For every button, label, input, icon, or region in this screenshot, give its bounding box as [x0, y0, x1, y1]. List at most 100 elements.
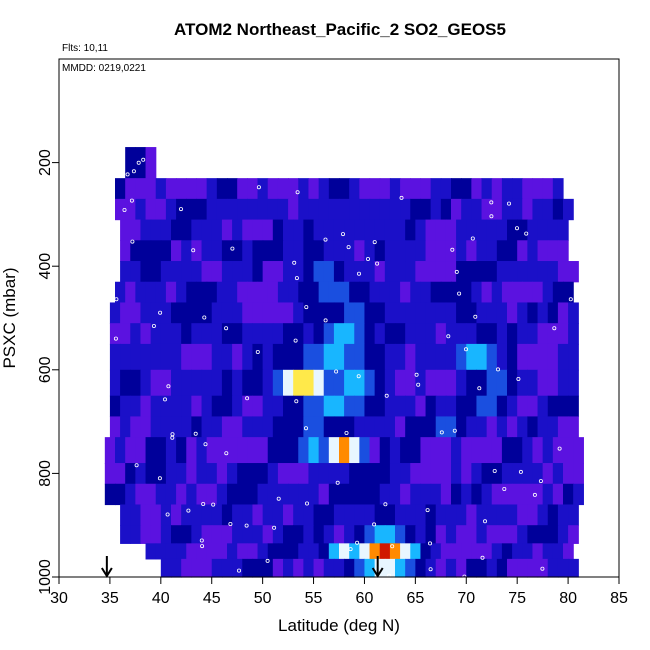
heatmap-cell	[374, 302, 386, 324]
heatmap-cell	[527, 525, 539, 544]
heatmap-cell	[242, 219, 254, 241]
heatmap-cell	[262, 395, 274, 418]
heatmap-cell	[379, 543, 391, 560]
heatmap-cell	[283, 323, 294, 345]
flight-track-marker	[141, 157, 146, 162]
heatmap-cell	[491, 463, 503, 485]
heatmap-cell	[277, 463, 289, 485]
heatmap-cell	[283, 558, 294, 578]
heatmap-cell	[496, 343, 508, 371]
heatmap-cell	[522, 281, 534, 304]
heatmap-cell	[532, 281, 544, 304]
heatmap-cell	[557, 369, 569, 397]
heatmap-cell	[527, 261, 539, 283]
heatmap-cell	[532, 178, 544, 200]
heatmap-cell	[547, 219, 559, 241]
heatmap-cell	[191, 261, 203, 283]
heatmap-cell	[349, 281, 360, 304]
heatmap-cell	[191, 369, 203, 397]
heatmap-cell	[451, 198, 462, 221]
heatmap-cell	[379, 483, 391, 506]
heatmap-cell	[359, 437, 371, 464]
heatmap-cell	[303, 416, 315, 438]
heatmap-cell	[257, 178, 269, 200]
heatmap-cell	[109, 323, 121, 345]
flight-track-marker	[122, 207, 127, 212]
heatmap-cell	[405, 416, 416, 438]
heatmap-cell	[288, 463, 299, 485]
heatmap-cell	[155, 281, 167, 304]
heatmap-cell	[125, 198, 136, 221]
heatmap-cell	[171, 395, 182, 418]
heatmap-cell	[130, 525, 142, 544]
flight-track-marker	[199, 538, 204, 543]
heatmap-cell	[420, 483, 432, 506]
heatmap-cell	[491, 178, 503, 200]
heatmap-cell	[135, 483, 147, 506]
heatmap-cell	[527, 343, 539, 371]
heatmap-cell	[130, 416, 142, 438]
heatmap-cell	[339, 281, 350, 304]
heatmap-cell	[150, 343, 162, 371]
heatmap-cell	[563, 198, 574, 221]
heatmap-cell	[456, 369, 467, 397]
heatmap-cell	[466, 369, 478, 397]
heatmap-cell	[557, 261, 569, 283]
heatmap-cell	[186, 543, 198, 560]
heatmap-cell	[501, 178, 513, 200]
y-tick-label: 200	[37, 149, 54, 176]
heatmap-cell	[389, 437, 401, 464]
heatmap-cell	[313, 395, 325, 418]
heatmap-cell	[415, 395, 427, 418]
flight-track-marker	[256, 185, 261, 190]
heatmap-cell	[354, 343, 366, 371]
heatmap-cell	[400, 281, 411, 304]
heatmap-cell	[517, 343, 528, 371]
heatmap-cell	[405, 219, 416, 241]
heatmap-cell	[181, 525, 192, 544]
heatmap-cell	[573, 437, 584, 464]
heatmap-cell	[232, 343, 243, 371]
heatmap-cell	[486, 525, 498, 544]
heatmap-cell	[176, 178, 187, 200]
heatmap-cell	[303, 504, 315, 526]
heatmap-cell	[512, 463, 523, 485]
heatmap-cell	[298, 543, 310, 560]
heatmap-cell	[252, 219, 264, 241]
heatmap-cell	[410, 463, 422, 485]
heatmap-cell	[486, 219, 498, 241]
heatmap-cell	[328, 178, 340, 200]
heatmap-cell	[125, 178, 136, 200]
heatmap-cell	[293, 261, 304, 283]
heatmap-cell	[359, 543, 371, 560]
heatmap-cell	[451, 543, 462, 560]
heatmap-cell	[435, 525, 447, 544]
heatmap-cell	[517, 302, 528, 324]
heatmap-cell	[237, 198, 248, 221]
heatmap-cell	[527, 302, 539, 324]
heatmap-cell	[125, 281, 136, 304]
heatmap-cell	[456, 323, 467, 345]
heatmap-cell	[272, 343, 284, 371]
heatmap-cell	[471, 178, 483, 200]
heatmap-cell	[272, 240, 284, 262]
heatmap-cell	[257, 281, 269, 304]
heatmap-cell	[451, 281, 462, 304]
flight-track-marker	[427, 541, 432, 546]
heatmap-cell	[186, 281, 198, 304]
heatmap-cell	[303, 302, 315, 324]
heatmap-cell	[456, 395, 467, 418]
x-tick-label: 60	[356, 590, 374, 607]
heatmap-cell	[344, 261, 355, 283]
heatmap-cell	[496, 558, 508, 578]
heatmap-cell	[425, 219, 437, 241]
heatmap-cell	[145, 437, 157, 464]
heatmap-cell	[501, 483, 513, 506]
heatmap-cell	[140, 504, 152, 526]
heatmap-cell	[293, 525, 304, 544]
flight-track-marker	[191, 248, 196, 253]
x-tick-label: 75	[508, 590, 526, 607]
heatmap-cell	[262, 343, 274, 371]
heatmap-cell	[389, 178, 401, 200]
heatmap-cell	[435, 323, 447, 345]
